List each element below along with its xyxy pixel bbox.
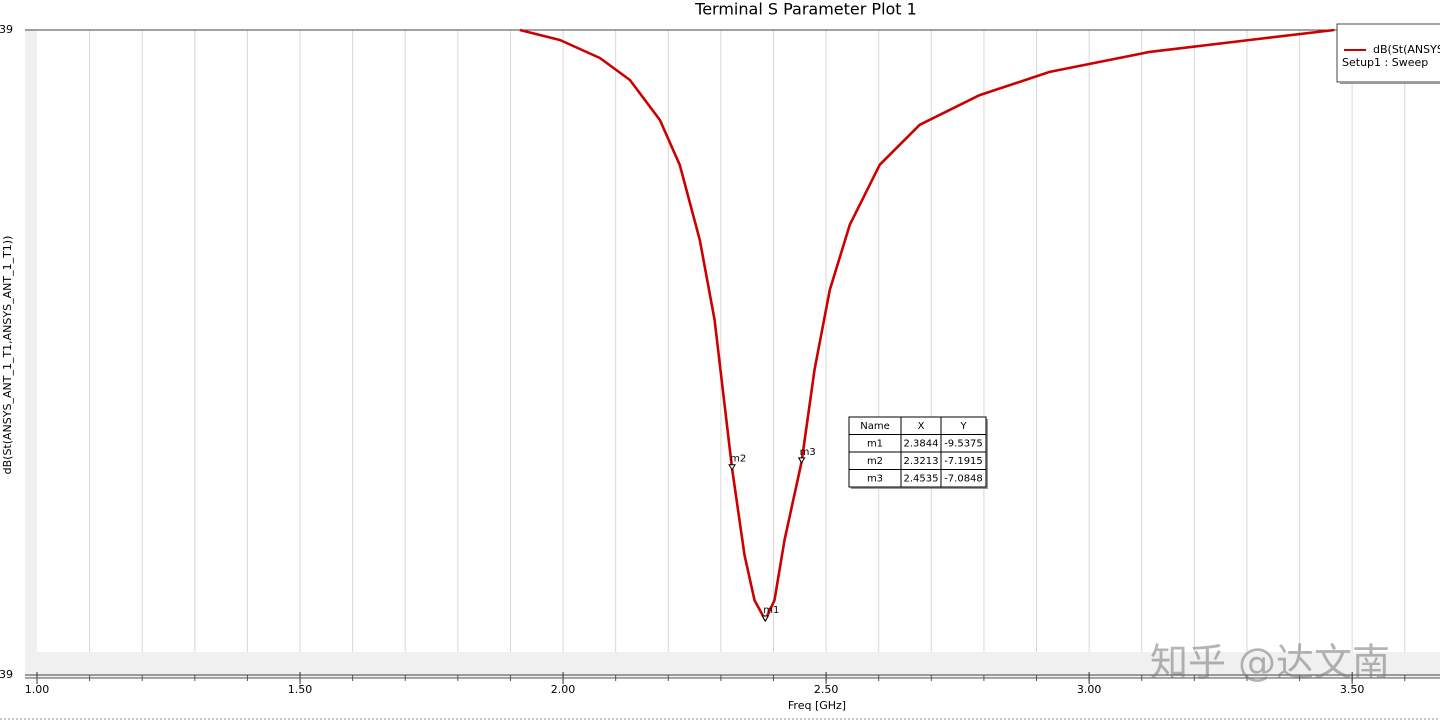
- legend-subtitle: Setup1 : Sweep: [1342, 56, 1428, 69]
- line-series: [519, 28, 1335, 622]
- y-tick-label: 39: [0, 23, 13, 36]
- marker-label: m3: [800, 447, 816, 458]
- table-cell: -9.5375: [944, 438, 983, 449]
- table-header: X: [918, 421, 925, 432]
- x-tick-label: 3.00: [1077, 683, 1102, 696]
- table-cell: 2.4535: [904, 473, 939, 484]
- x-tick-label: 1.00: [25, 683, 50, 696]
- table-cell: m3: [867, 473, 883, 484]
- x-tick-label: 2.00: [551, 683, 576, 696]
- table-cell: 2.3844: [904, 438, 939, 449]
- marker: [761, 615, 770, 622]
- table-cell: 2.3213: [904, 456, 939, 467]
- plot-area: [37, 30, 1440, 652]
- table-header: Y: [959, 421, 967, 432]
- table-cell: m1: [867, 438, 883, 449]
- y-axis-label: dB(St(ANSYS_ANT_1_T1,ANSYS_ANT_1_T1)): [1, 236, 14, 475]
- table-cell: -7.1915: [944, 456, 983, 467]
- chart-title: Terminal S Parameter Plot 1: [694, 0, 917, 19]
- y-tick-label: 39: [0, 668, 13, 681]
- marker-label: m1: [763, 605, 779, 616]
- x-tick-label: 2.50: [814, 683, 839, 696]
- marker-label: m2: [730, 454, 746, 465]
- legend-label: dB(St(ANSYS: [1373, 43, 1440, 56]
- table-header: Name: [860, 421, 890, 432]
- marker: [728, 464, 736, 471]
- x-tick-label: 3.50: [1340, 683, 1365, 696]
- legend-box: [1336, 23, 1440, 83]
- table-cell: m2: [867, 456, 883, 467]
- watermark: 知乎 @达文南: [1150, 641, 1390, 685]
- table-cell: -7.0848: [944, 473, 983, 484]
- marker: [797, 457, 806, 464]
- x-tick-label: 1.50: [288, 683, 313, 696]
- x-axis-label: Freq [GHz]: [788, 699, 846, 712]
